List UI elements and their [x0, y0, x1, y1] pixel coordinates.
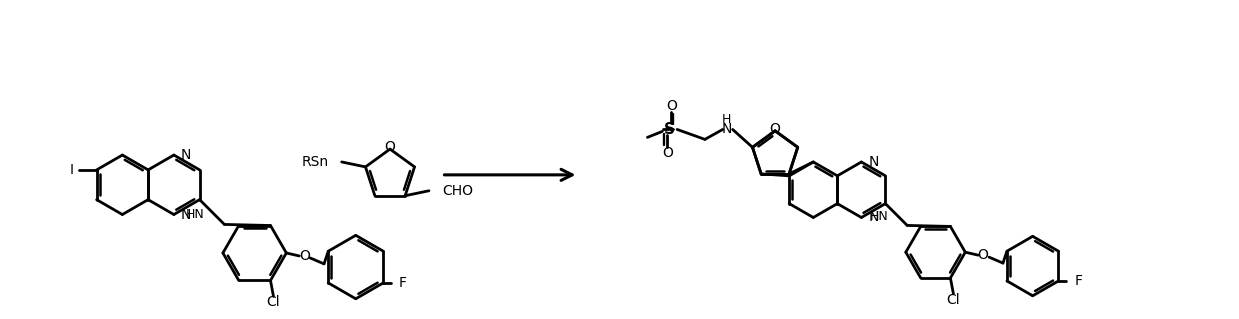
Text: H: H	[722, 113, 731, 126]
Text: CHO: CHO	[442, 184, 473, 198]
Text: N: N	[869, 155, 878, 169]
Text: S: S	[664, 122, 675, 137]
Text: RSn: RSn	[302, 155, 328, 169]
Text: N: N	[869, 211, 878, 225]
Text: O: O	[769, 122, 781, 136]
Text: O: O	[299, 249, 310, 263]
Text: N: N	[181, 208, 191, 221]
Text: HN: HN	[186, 208, 204, 220]
Text: N: N	[721, 122, 732, 137]
Text: HN: HN	[870, 210, 888, 223]
Text: O: O	[978, 248, 989, 262]
Text: O: O	[384, 140, 395, 154]
Text: O: O	[662, 146, 673, 160]
Text: F: F	[399, 276, 408, 290]
Text: Cl: Cl	[947, 293, 960, 307]
Text: N: N	[181, 148, 191, 162]
Text: F: F	[1074, 274, 1083, 288]
Text: Cl: Cl	[266, 295, 280, 309]
Text: I: I	[69, 163, 74, 177]
Text: O: O	[665, 99, 676, 113]
